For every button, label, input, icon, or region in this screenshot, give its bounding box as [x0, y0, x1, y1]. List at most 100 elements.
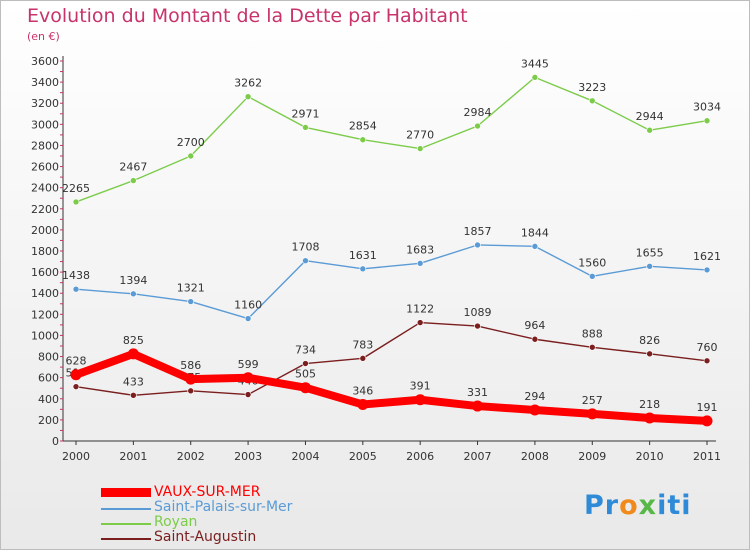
x-tick-label: 2011 — [693, 450, 721, 463]
data-point-vaux-sur-mer — [127, 348, 139, 360]
data-point-royan — [703, 117, 711, 125]
data-label-vaux-sur-mer: 294 — [524, 390, 545, 403]
data-label-vaux-sur-mer: 391 — [410, 380, 431, 393]
series-line-royan — [75, 76, 708, 203]
data-point-saint-augustin — [531, 335, 539, 343]
data-point-saint-augustin — [646, 350, 653, 358]
data-point-saint-augustin — [474, 322, 481, 330]
y-tick-label: 600 — [38, 372, 59, 385]
data-point-vaux-sur-mer — [414, 394, 426, 406]
data-point-royan — [187, 152, 195, 160]
data-point-saint-palais-sur-mer — [244, 315, 252, 322]
legend-swatch-saint-palais — [101, 508, 151, 510]
x-tick-label: 2005 — [349, 450, 377, 463]
data-label-royan: 2265 — [62, 182, 90, 195]
data-label-royan: 2770 — [406, 129, 434, 142]
data-label-saint-palais-sur-mer: 1621 — [693, 250, 721, 263]
data-point-saint-palais-sur-mer — [359, 265, 367, 273]
data-point-saint-palais-sur-mer — [130, 290, 137, 298]
data-point-royan — [474, 122, 481, 130]
data-point-saint-augustin — [130, 391, 137, 399]
x-tick-label: 2010 — [636, 450, 664, 463]
data-point-vaux-sur-mer — [701, 415, 713, 427]
data-label-royan: 2700 — [177, 136, 205, 149]
y-tick-label: 800 — [38, 351, 59, 364]
data-point-royan — [646, 126, 653, 134]
data-label-saint-palais-sur-mer: 1321 — [177, 282, 205, 295]
data-label-saint-augustin: 1122 — [406, 303, 434, 316]
legend-label-vaux: VAUX-SUR-MER — [154, 484, 261, 500]
data-label-saint-palais-sur-mer: 1683 — [406, 243, 434, 256]
data-label-vaux-sur-mer: 191 — [697, 401, 718, 414]
data-label-vaux-sur-mer: 505 — [295, 368, 316, 381]
legend-swatch-saint-augustin — [101, 538, 151, 540]
data-point-saint-palais-sur-mer — [72, 285, 80, 293]
x-tick-label: 2004 — [291, 450, 319, 463]
data-point-saint-augustin — [703, 357, 711, 365]
y-tick-label: 3000 — [31, 118, 59, 131]
data-label-saint-augustin: 826 — [639, 334, 660, 347]
data-point-royan — [531, 74, 539, 81]
data-point-saint-augustin — [588, 343, 596, 351]
chart-unit-label: (en €) — [27, 30, 60, 43]
data-label-saint-augustin: 1089 — [464, 306, 492, 319]
series-line-saint-augustin — [75, 321, 708, 396]
y-tick-label: 1800 — [31, 245, 59, 258]
data-label-royan: 3034 — [693, 101, 721, 114]
data-point-vaux-sur-mer — [299, 382, 311, 394]
data-point-royan — [588, 97, 596, 105]
data-label-saint-augustin: 783 — [352, 338, 373, 351]
data-label-vaux-sur-mer: 825 — [123, 334, 144, 347]
data-label-saint-palais-sur-mer: 1394 — [119, 274, 147, 287]
data-label-royan: 3262 — [234, 77, 262, 90]
y-tick-label: 2400 — [31, 182, 59, 195]
series-line-saint-palais-sur-mer — [75, 244, 708, 320]
y-tick-label: 2000 — [31, 224, 59, 237]
y-tick-label: 1000 — [31, 329, 59, 342]
y-tick-label: 2200 — [31, 203, 59, 216]
data-label-saint-augustin: 760 — [697, 341, 718, 354]
data-point-saint-augustin — [416, 319, 424, 326]
data-label-royan: 2854 — [349, 120, 377, 133]
data-point-saint-palais-sur-mer — [416, 260, 424, 267]
data-label-saint-palais-sur-mer: 1844 — [521, 226, 549, 239]
data-label-vaux-sur-mer: 331 — [467, 386, 488, 399]
data-label-vaux-sur-mer: 586 — [180, 359, 201, 372]
data-point-vaux-sur-mer — [70, 369, 82, 381]
data-label-royan: 3445 — [521, 57, 549, 70]
y-tick-label: 0 — [52, 435, 59, 448]
x-tick-label: 2002 — [177, 450, 205, 463]
data-label-saint-augustin: 964 — [524, 319, 545, 332]
data-point-royan — [72, 198, 80, 206]
y-tick-label: 200 — [38, 414, 59, 427]
legend-label-royan: Royan — [154, 514, 198, 530]
data-point-saint-palais-sur-mer — [187, 298, 195, 305]
data-label-saint-palais-sur-mer: 1631 — [349, 249, 377, 262]
data-point-saint-palais-sur-mer — [474, 241, 481, 249]
data-label-saint-augustin: 433 — [123, 375, 144, 388]
x-tick-label: 2008 — [521, 450, 549, 463]
data-point-saint-palais-sur-mer — [531, 243, 539, 250]
data-point-saint-augustin — [244, 391, 252, 398]
y-tick-label: 2600 — [31, 161, 59, 174]
data-point-vaux-sur-mer — [586, 408, 598, 420]
data-label-saint-palais-sur-mer: 1560 — [578, 256, 606, 269]
data-point-saint-palais-sur-mer — [302, 257, 309, 265]
x-tick-label: 2001 — [119, 450, 147, 463]
data-label-vaux-sur-mer: 257 — [582, 394, 603, 407]
data-label-vaux-sur-mer: 346 — [352, 384, 373, 397]
data-point-saint-augustin — [302, 360, 309, 367]
data-point-royan — [359, 136, 367, 144]
y-tick-label: 1400 — [31, 287, 59, 300]
data-point-saint-augustin — [72, 383, 80, 390]
x-tick-label: 2003 — [234, 450, 262, 463]
data-label-royan: 2971 — [291, 107, 319, 120]
y-tick-label: 1600 — [31, 266, 59, 279]
data-point-vaux-sur-mer — [529, 404, 541, 416]
data-label-saint-palais-sur-mer: 1708 — [291, 241, 319, 254]
data-point-royan — [130, 177, 137, 184]
y-tick-label: 3400 — [31, 76, 59, 89]
chart-title: Evolution du Montant de la Dette par Hab… — [27, 5, 468, 27]
y-tick-label: 3600 — [31, 55, 59, 68]
